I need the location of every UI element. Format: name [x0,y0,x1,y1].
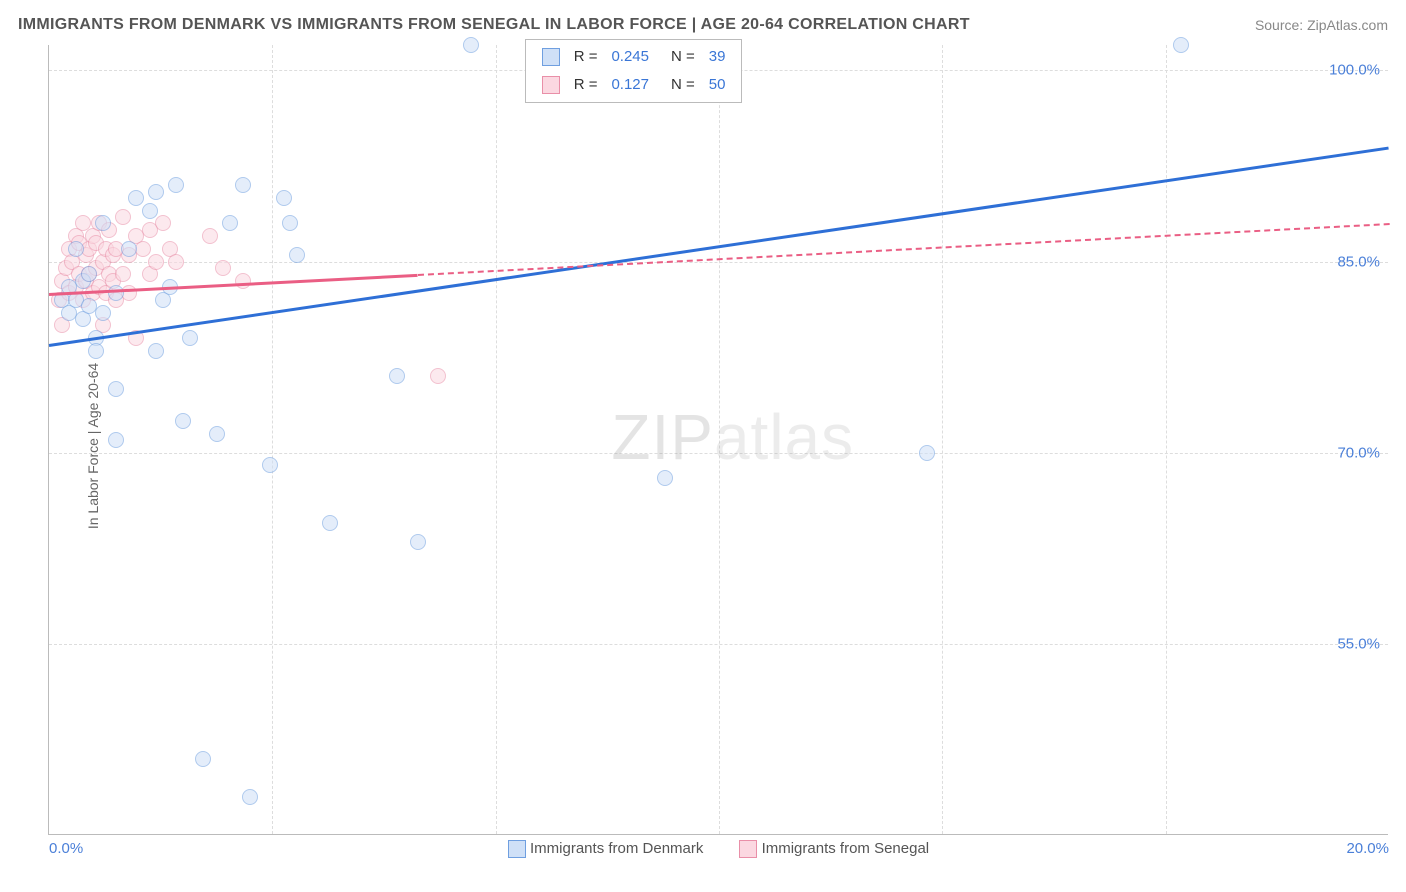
legend-stats: R =0.245N =39 R =0.127N =50 [525,39,743,103]
point-senegal [430,368,446,384]
point-senegal [235,273,251,289]
point-denmark [148,343,164,359]
legend-label: Immigrants from Denmark [530,840,703,857]
point-denmark [175,413,191,429]
point-denmark [88,343,104,359]
point-denmark [108,381,124,397]
point-denmark [322,515,338,531]
point-denmark [128,190,144,206]
point-senegal [115,209,131,225]
swatch-senegal [542,76,560,94]
watermark: ZIPatlas [611,400,854,474]
point-denmark [81,266,97,282]
legend-n-value: 39 [703,44,732,70]
point-denmark [182,330,198,346]
point-denmark [195,751,211,767]
chart-title: IMMIGRANTS FROM DENMARK VS IMMIGRANTS FR… [18,16,970,34]
ytick-label: 100.0% [1329,62,1380,79]
gridline-v [719,45,720,834]
point-senegal [155,215,171,231]
point-denmark [262,457,278,473]
point-denmark [108,432,124,448]
legend-n-label: N = [657,72,701,98]
point-senegal [168,254,184,270]
point-denmark [95,215,111,231]
point-denmark [389,368,405,384]
point-denmark [410,534,426,550]
point-senegal [148,254,164,270]
point-denmark [463,37,479,53]
legend-bottom: Immigrants from Denmark Immigrants from … [49,840,1388,858]
gridline-v [942,45,943,834]
legend-label: Immigrants from Senegal [762,840,930,857]
point-denmark [242,789,258,805]
point-denmark [68,241,84,257]
point-senegal [215,260,231,276]
legend-swatch [508,840,526,858]
point-denmark [95,305,111,321]
legend-r-label: R = [568,72,604,98]
point-denmark [168,177,184,193]
legend-r-value: 0.245 [605,44,655,70]
point-denmark [209,426,225,442]
point-denmark [1173,37,1189,53]
gridline-v [1166,45,1167,834]
point-senegal [115,266,131,282]
legend-r-value: 0.127 [605,72,655,98]
swatch-denmark [542,48,560,66]
point-denmark [222,215,238,231]
ytick-label: 85.0% [1337,253,1380,270]
point-denmark [121,241,137,257]
source-text: Source: ZipAtlas.com [1255,17,1388,33]
point-denmark [276,190,292,206]
point-denmark [108,285,124,301]
ytick-label: 55.0% [1337,635,1380,652]
chart-header: IMMIGRANTS FROM DENMARK VS IMMIGRANTS FR… [18,10,1388,40]
point-denmark [235,177,251,193]
point-senegal [202,228,218,244]
legend-r-label: R = [568,44,604,70]
legend-swatch [739,840,757,858]
point-denmark [148,184,164,200]
point-denmark [142,203,158,219]
ytick-label: 70.0% [1337,444,1380,461]
gridline-v [272,45,273,834]
point-denmark [282,215,298,231]
point-denmark [919,445,935,461]
legend-item: Immigrants from Denmark [508,840,704,858]
legend-n-label: N = [657,44,701,70]
point-denmark [657,470,673,486]
legend-n-value: 50 [703,72,732,98]
point-denmark [289,247,305,263]
plot-area: 55.0%70.0%85.0%100.0%0.0%20.0%ZIPatlasR … [48,45,1388,835]
legend-item: Immigrants from Senegal [739,840,929,858]
gridline-v [496,45,497,834]
